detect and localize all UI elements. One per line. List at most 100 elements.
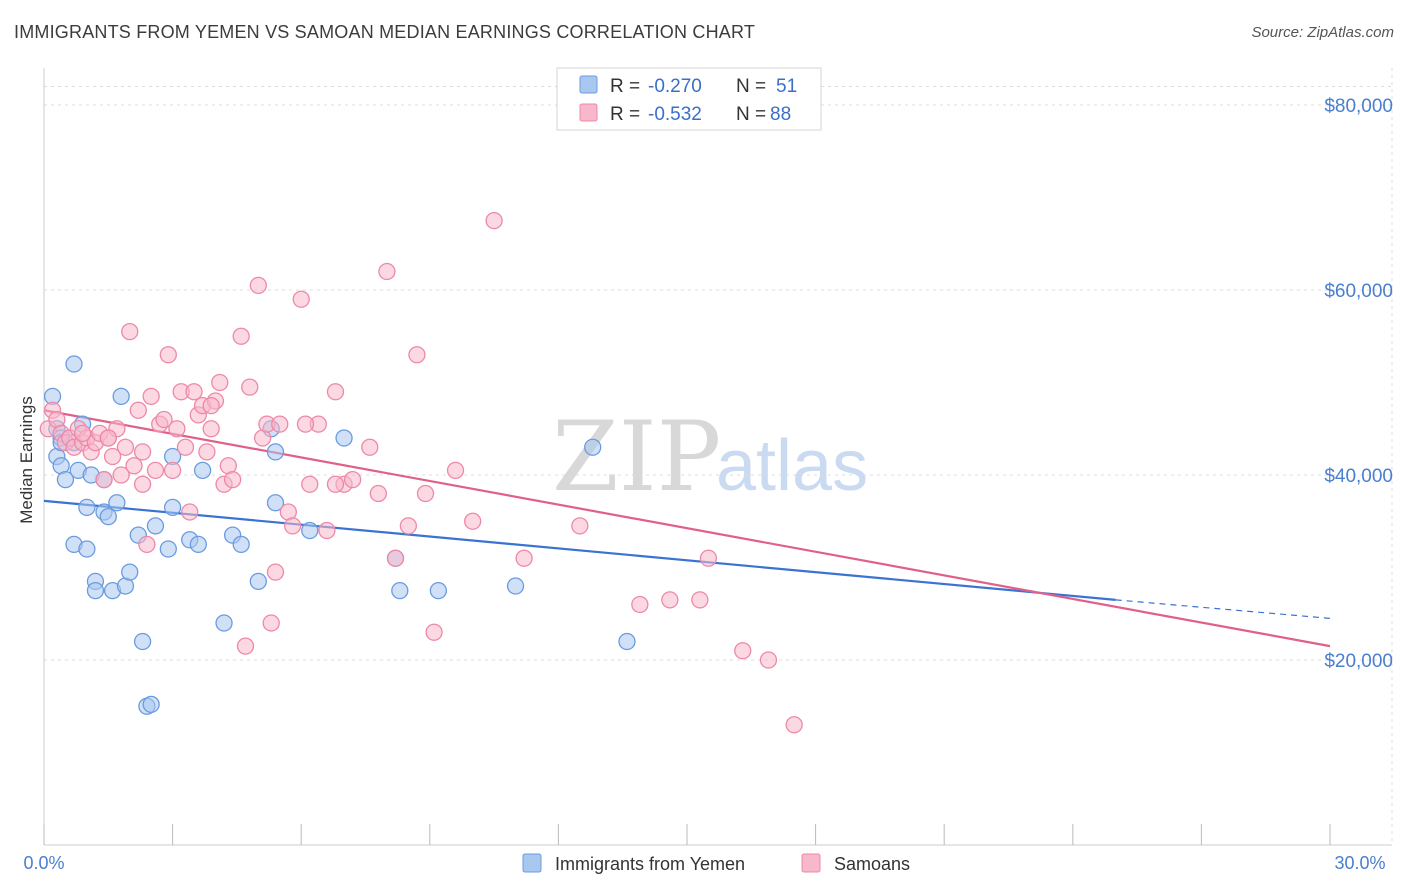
data-point-yemen — [584, 438, 602, 456]
trend-line-0 — [43, 499, 1116, 601]
data-point-samoans — [699, 549, 718, 567]
data-point-samoans — [103, 447, 122, 466]
trend-line-extension-0 — [1115, 599, 1331, 619]
data-point-yemen — [146, 517, 165, 535]
legend-swatch-samoans — [579, 103, 598, 122]
data-point-yemen — [266, 494, 285, 512]
data-point-samoans — [416, 484, 435, 503]
data-point-yemen — [142, 695, 160, 714]
data-point-samoans — [181, 503, 199, 521]
legend-swatch-yemen — [579, 75, 598, 94]
data-point-samoans — [399, 517, 418, 535]
data-point-samoans — [759, 651, 778, 669]
data-point-samoans — [262, 614, 280, 632]
data-point-yemen — [65, 355, 83, 373]
data-point-samoans — [369, 484, 388, 503]
data-point-samoans — [301, 475, 319, 493]
data-point-samoans — [361, 438, 379, 456]
y-tick-label: $60,000 — [1324, 281, 1393, 302]
data-point-samoans — [125, 457, 143, 475]
data-point-samoans — [485, 211, 503, 230]
data-point-samoans — [271, 415, 289, 433]
data-point-yemen — [86, 581, 105, 600]
watermark: ZIP atlas — [552, 401, 868, 513]
legend-n-label: N = — [736, 76, 766, 97]
data-point-samoans — [571, 517, 589, 535]
data-point-samoans — [133, 443, 152, 461]
bottom-legend-label-samoans: Samoans — [834, 854, 910, 874]
data-point-samoans — [326, 383, 345, 401]
data-point-samoans — [138, 535, 156, 554]
data-point-yemen — [266, 443, 285, 461]
bottom-legend: Immigrants from Yemen Samoans — [522, 853, 910, 874]
bottom-legend-label-yemen: Immigrants from Yemen — [555, 854, 745, 874]
data-point-samoans — [446, 461, 465, 480]
data-point-samoans — [211, 373, 229, 392]
data-point-yemen — [108, 494, 126, 512]
data-point-samoans — [464, 512, 482, 530]
data-point-yemen — [121, 563, 139, 581]
data-point-yemen — [112, 387, 130, 406]
legend-n-label: N = — [736, 104, 766, 125]
data-point-samoans — [425, 623, 443, 641]
y-axis-label: Median Earnings — [17, 396, 36, 524]
data-point-samoans — [176, 438, 195, 456]
axes — [43, 68, 1392, 846]
data-point-yemen — [78, 540, 96, 558]
data-point-yemen — [78, 498, 96, 517]
data-point-samoans — [241, 378, 259, 396]
data-point-samoans — [318, 521, 336, 540]
data-point-samoans — [129, 401, 147, 419]
data-point-samoans — [283, 517, 302, 535]
data-point-yemen — [189, 535, 207, 554]
data-point-yemen — [506, 577, 525, 595]
data-point-samoans — [121, 322, 139, 341]
data-point-yemen — [391, 581, 409, 600]
watermark-zip: ZIP — [552, 401, 721, 513]
bottom-legend-swatch-samoans — [801, 853, 821, 873]
legend-n-value: 51 — [776, 76, 797, 97]
data-point-samoans — [378, 262, 396, 281]
data-point-yemen — [99, 507, 117, 526]
y-tick-label: $40,000 — [1324, 466, 1393, 487]
data-point-samoans — [142, 387, 160, 406]
data-point-samoans — [661, 591, 679, 609]
data-point-yemen — [429, 581, 448, 600]
legend-r-label: R = — [610, 76, 640, 97]
data-point-samoans — [631, 595, 649, 614]
trend-lines — [43, 409, 1331, 648]
data-point-samoans — [168, 420, 186, 438]
data-point-samoans — [202, 420, 220, 438]
legend-box: R = -0.270 N = 51 R = -0.532 N = 88 — [556, 67, 822, 131]
y-tick-labels: $20,000 $40,000 $60,000 $80,000 — [1324, 96, 1393, 672]
data-point-samoans — [691, 591, 709, 609]
data-point-yemen — [232, 535, 250, 554]
data-point-yemen — [618, 632, 636, 651]
data-point-yemen — [159, 540, 177, 558]
x-ticks — [43, 824, 1331, 845]
data-point-samoans — [408, 346, 426, 364]
trend-line-1 — [43, 409, 1331, 648]
data-point-samoans — [223, 470, 242, 489]
legend-r-value: -0.270 — [648, 76, 702, 97]
data-point-samoans — [112, 466, 130, 484]
data-point-samoans — [146, 461, 165, 480]
y-tick-label: $80,000 — [1324, 96, 1393, 117]
x-tick-label-max: 30.0% — [1334, 853, 1385, 873]
data-point-samoans — [236, 637, 255, 655]
data-point-samoans — [185, 383, 203, 401]
data-point-yemen — [215, 614, 233, 632]
legend-r-value: -0.532 — [648, 104, 702, 125]
data-point-yemen — [249, 572, 267, 591]
data-points — [39, 211, 803, 734]
data-point-samoans — [515, 549, 533, 567]
bottom-legend-swatch-yemen — [522, 853, 542, 873]
chart-title: IMMIGRANTS FROM YEMEN VS SAMOAN MEDIAN E… — [14, 22, 756, 42]
data-point-samoans — [326, 475, 345, 493]
data-point-yemen — [301, 521, 319, 540]
data-point-samoans — [292, 290, 310, 308]
data-point-samoans — [99, 429, 117, 447]
data-point-samoans — [155, 410, 173, 429]
data-point-samoans — [163, 461, 182, 480]
legend-r-label: R = — [610, 104, 640, 125]
